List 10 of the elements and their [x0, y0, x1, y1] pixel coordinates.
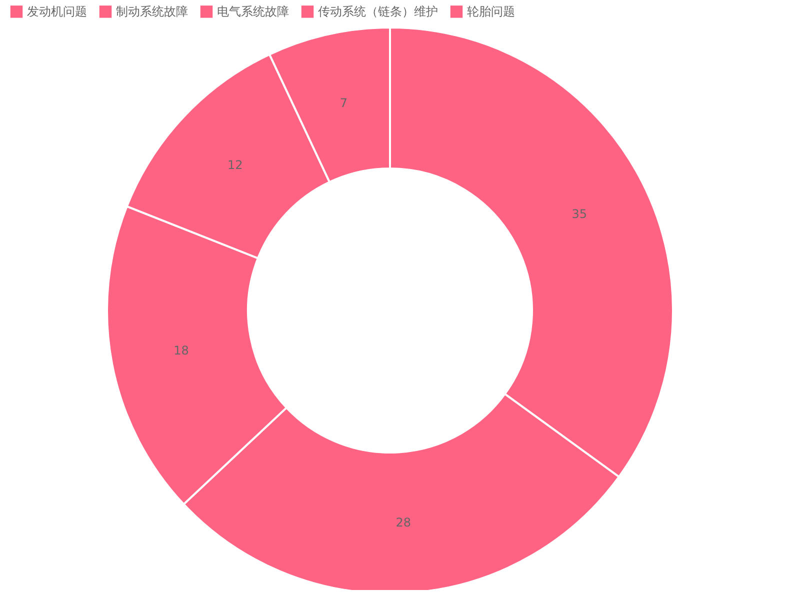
- legend-label: 传动系统（链条）维护: [318, 4, 438, 19]
- legend-label: 制动系统故障: [116, 4, 188, 19]
- data-label: 12: [227, 158, 243, 172]
- data-label: 18: [174, 343, 189, 358]
- legend-label: 轮胎问题: [467, 4, 515, 19]
- legend-label: 发动机问题: [27, 4, 87, 19]
- data-label: 28: [396, 516, 411, 530]
- data-label: 35: [572, 207, 587, 222]
- data-label: 7: [340, 96, 348, 110]
- legend-label: 电气系统故障: [217, 4, 289, 19]
